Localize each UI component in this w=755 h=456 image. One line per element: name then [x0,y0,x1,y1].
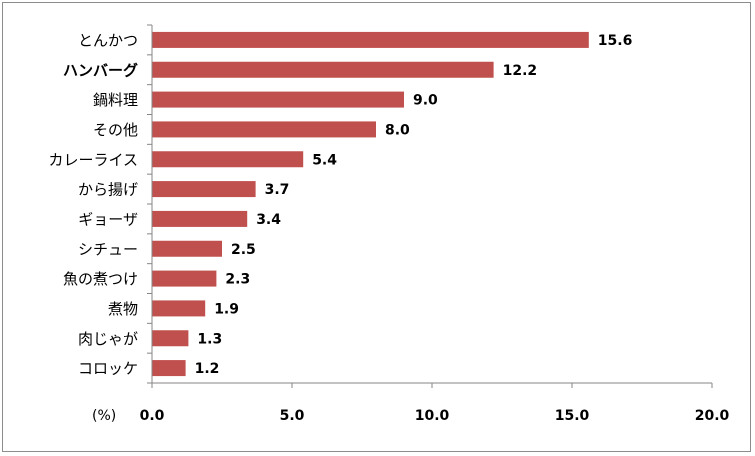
data-label: 8.0 [385,122,410,138]
x-tick-labels: 0.0 5.0 10.0 15.0 20.0 [140,408,730,424]
category-label: 鍋料理 [93,91,138,109]
data-label: 2.5 [231,242,256,258]
data-label: 1.9 [214,301,239,317]
data-label: 2.3 [225,272,250,288]
x-tick-label: 15.0 [555,408,590,424]
x-tick-label: 5.0 [280,408,305,424]
category-label: 肉じゃが [78,330,138,348]
bar [152,91,404,108]
category-label: ハンバーグ [63,61,138,79]
x-axis-unit-label: (%) [92,408,116,424]
bar [152,151,304,168]
bar [152,360,186,377]
category-label: 魚の煮つけ [63,270,138,288]
bar [152,270,217,287]
category-label: その他 [93,121,138,139]
data-label: 3.7 [265,182,290,198]
category-label: カレーライス [48,151,138,169]
bar [152,61,494,78]
bar [152,121,376,138]
bar [152,300,206,317]
x-tick-label: 20.0 [695,408,730,424]
category-label: とんかつ [78,31,138,49]
category-label: コロッケ [78,360,138,378]
data-label: 1.3 [197,331,222,347]
category-label: ギョーザ [78,210,138,228]
category-label: から揚げ [78,181,138,199]
data-label: 5.4 [312,152,337,168]
category-label: 煮物 [108,300,138,318]
bar [152,210,248,227]
data-label: 1.2 [195,361,220,377]
category-label: シチュー [78,240,138,258]
bar [152,181,256,198]
value-labels: 15.6 12.2 9.08.0 5.4 3.7 3.42.5 2.3 1.9 1.3 1.2 [195,33,633,377]
chart-bars [152,31,589,377]
chart-axes [147,24,713,388]
data-label: 15.6 [598,33,633,49]
bar [152,240,222,257]
data-label: 9.0 [413,93,438,109]
bar [152,31,589,48]
x-tick-label: 0.0 [140,408,165,424]
bar [152,330,189,347]
data-label: 3.4 [256,212,281,228]
x-tick-label: 10.0 [415,408,450,424]
category-labels: とんかつハンバーグ鍋料理その他カレーライスから揚げギョーザシチュー魚の煮つけ煮物… [48,31,138,377]
data-label: 12.2 [503,63,538,79]
